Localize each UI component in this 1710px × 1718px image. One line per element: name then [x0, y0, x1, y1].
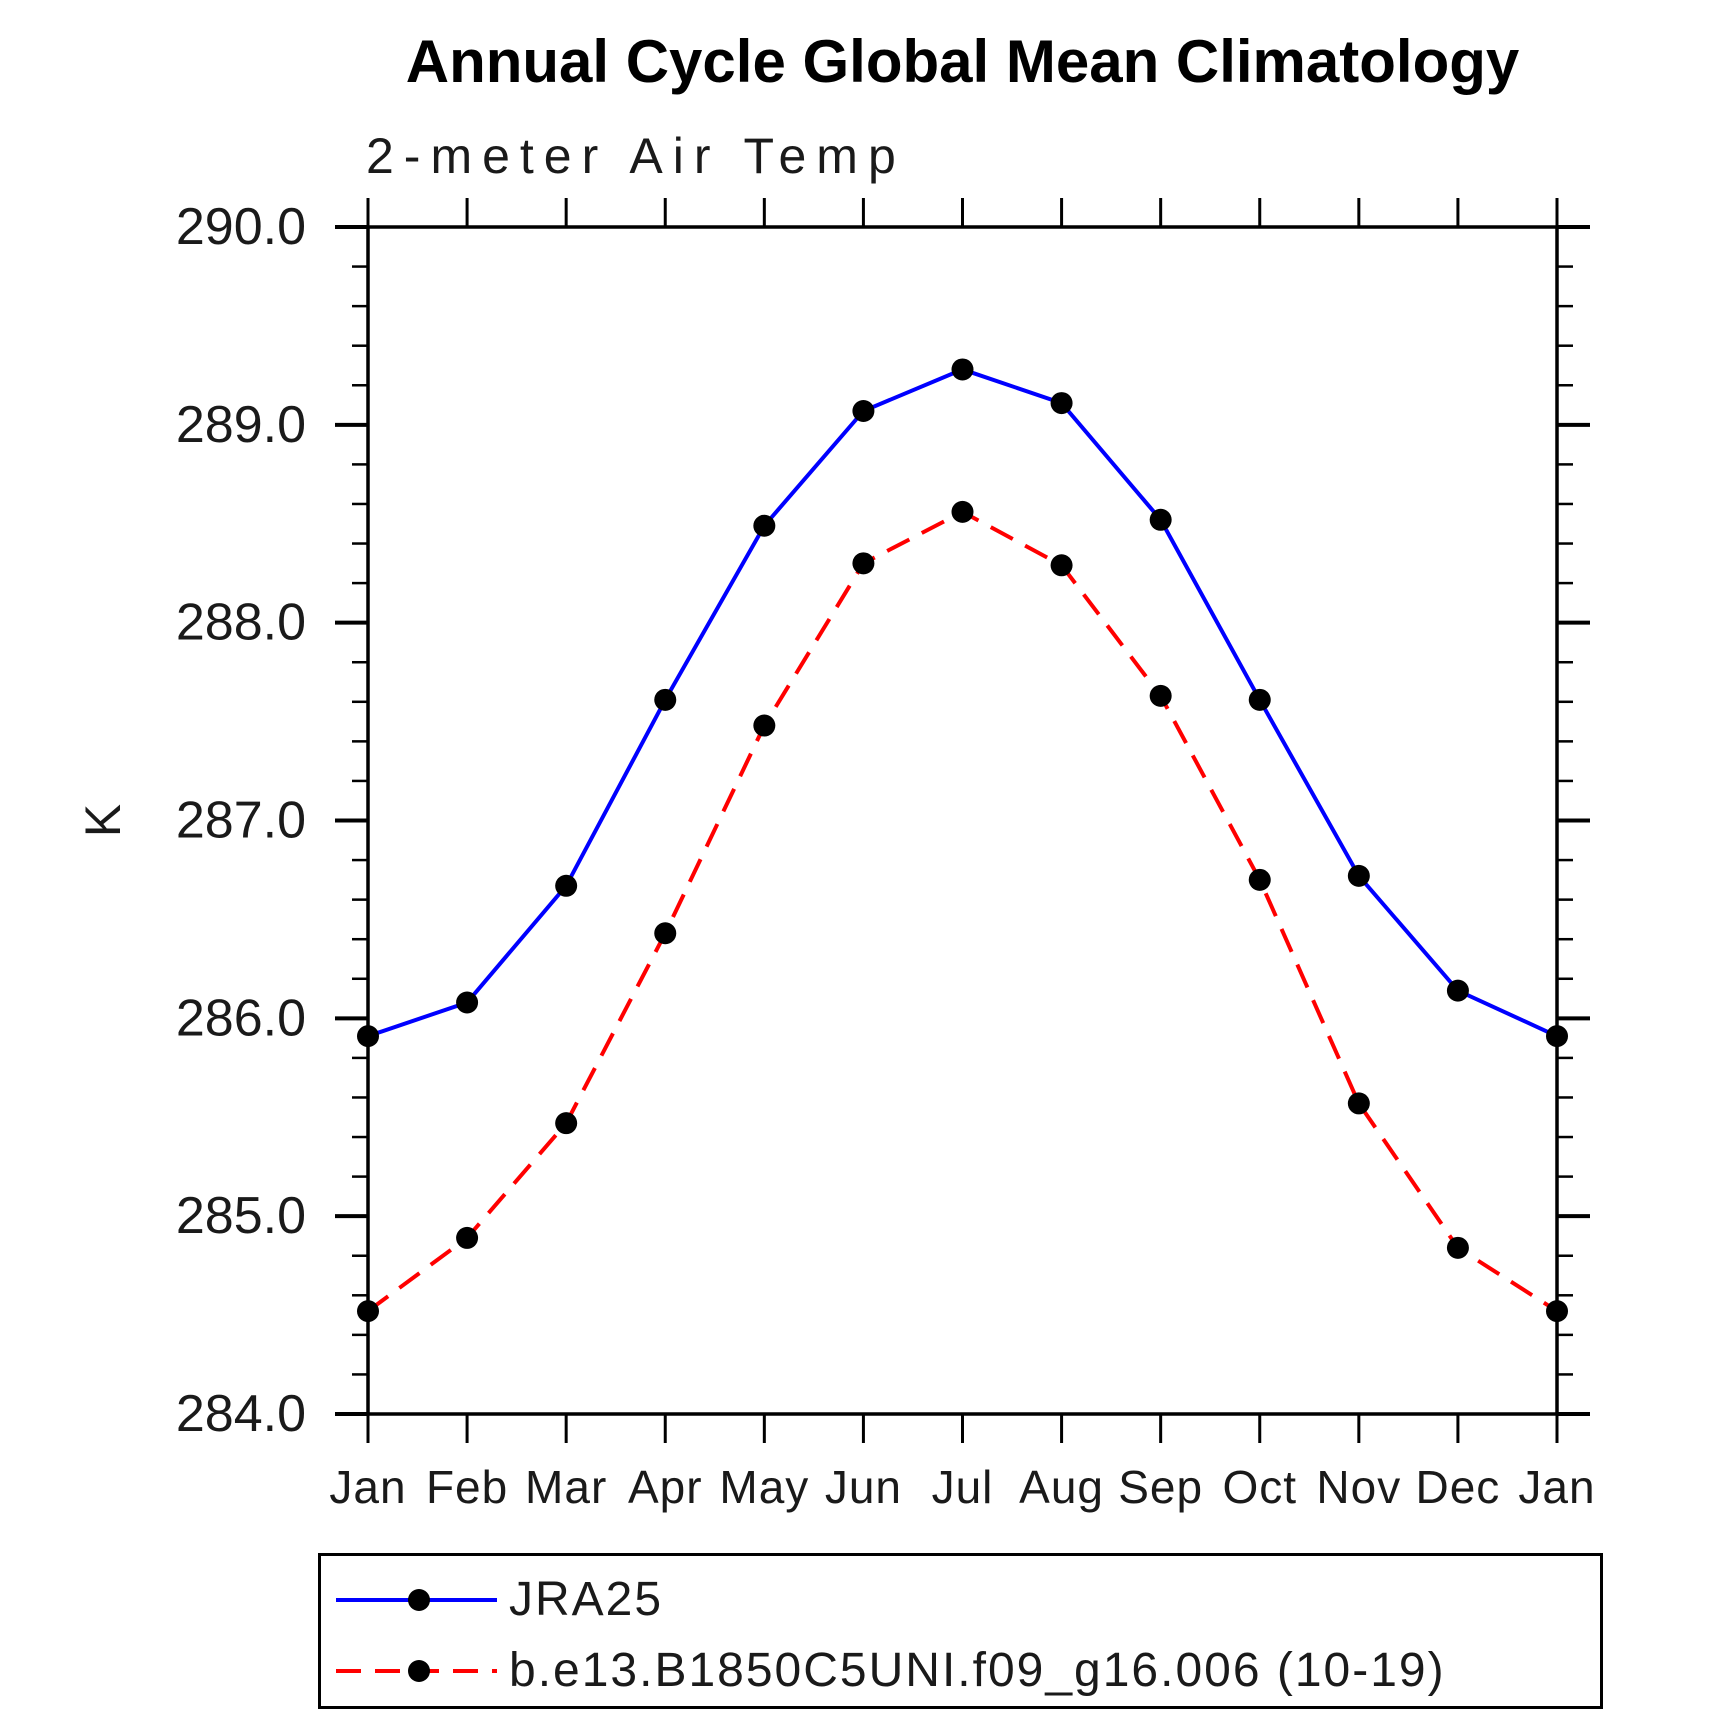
legend-marker-icon [408, 1589, 430, 1611]
x-tick-label: Jan [329, 1461, 406, 1513]
y-tick-label: 288.0 [176, 594, 306, 652]
x-tick-label: Dec [1416, 1461, 1501, 1513]
y-tick-label: 289.0 [176, 396, 306, 454]
legend-line-sample-model [336, 1660, 497, 1682]
x-tick-label: May [719, 1461, 809, 1513]
legend-item-model: b.e13.B1850C5UNI.f09_g16.006 (10-19) [327, 1644, 1446, 1697]
data-point [753, 714, 776, 737]
y-tick-label: 287.0 [176, 792, 306, 850]
x-tick-label: Jan [1518, 1461, 1595, 1513]
legend-marker-icon [408, 1660, 430, 1682]
data-point [357, 1025, 379, 1048]
chart-subtitle: 2-meter Air Temp [366, 128, 906, 184]
legend-item-jra25: JRA25 [327, 1573, 664, 1626]
data-point [1446, 979, 1469, 1002]
data-point [1347, 1092, 1370, 1115]
x-tick-label: Mar [525, 1461, 607, 1513]
data-point [456, 991, 479, 1014]
data-point [357, 1300, 379, 1323]
data-point [951, 358, 974, 381]
data-point [1248, 868, 1271, 891]
x-tick-label: Jul [932, 1461, 994, 1513]
data-point [951, 500, 974, 523]
data-point [1546, 1025, 1568, 1048]
data-point [654, 922, 677, 945]
data-point [555, 1112, 578, 1135]
legend-label-model: b.e13.B1850C5UNI.f09_g16.006 (10-19) [509, 1644, 1446, 1697]
data-point [555, 874, 578, 897]
plot-frame [366, 225, 1559, 1416]
legend: JRA25 b.e13.B1850C5UNI.f09_g16.006 (10-1… [318, 1553, 1603, 1709]
data-point [456, 1226, 479, 1249]
data-point [1050, 392, 1073, 415]
data-point [1546, 1300, 1568, 1323]
x-tick-label: Feb [426, 1461, 508, 1513]
data-point [1149, 684, 1172, 707]
x-tick-label: Sep [1118, 1461, 1203, 1513]
y-tick-label: 284.0 [176, 1385, 306, 1443]
chart-title: Annual Cycle Global Mean Climatology [405, 28, 1520, 95]
data-point [1149, 508, 1172, 531]
legend-line-sample-jra25 [336, 1589, 497, 1611]
series-line-0 [367, 367, 1558, 1039]
x-tick-label: Jun [825, 1461, 902, 1513]
y-tick-label: 286.0 [176, 989, 306, 1047]
x-tick-label: Apr [628, 1461, 703, 1513]
data-point [654, 688, 677, 711]
data-point [1347, 864, 1370, 887]
data-point [1248, 688, 1271, 711]
data-point [852, 399, 875, 422]
data-point [852, 552, 875, 575]
data-point [1446, 1236, 1469, 1259]
x-tick-label: Aug [1019, 1461, 1104, 1513]
y-axis-title: K [75, 804, 131, 837]
y-tick-label: 290.0 [176, 198, 306, 256]
y-tick-label: 285.0 [176, 1187, 306, 1245]
x-tick-label: Nov [1316, 1461, 1401, 1513]
data-point [1050, 554, 1073, 577]
legend-label-jra25: JRA25 [509, 1573, 664, 1626]
data-point [753, 514, 776, 537]
x-tick-label: Oct [1222, 1461, 1297, 1513]
